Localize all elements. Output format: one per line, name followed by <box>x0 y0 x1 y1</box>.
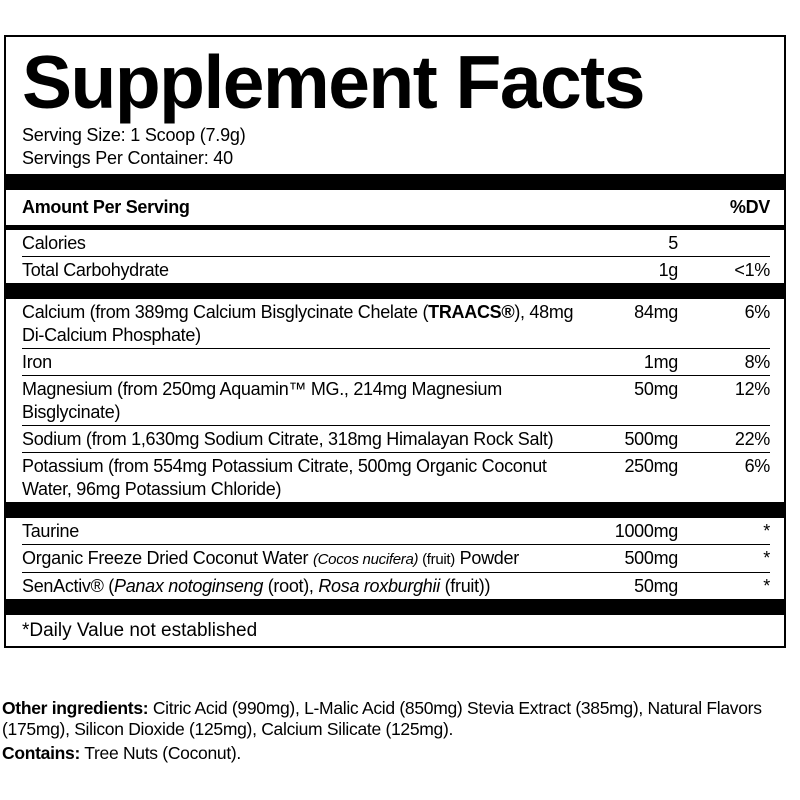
name-part: TRAACS® <box>428 302 515 322</box>
divider-bar <box>6 599 784 615</box>
amount: 50mg <box>634 576 678 596</box>
name-part: Magnesium (from 250mg Aquamin™ MG., 214m… <box>22 379 502 422</box>
name-part: Taurine <box>22 521 79 541</box>
nutrient-name: Total Carbohydrate <box>22 259 588 282</box>
divider-bar <box>6 174 784 190</box>
name-part: (root), <box>263 576 319 596</box>
nutrient-name: Calories <box>22 232 588 255</box>
nutrient-group: Calcium (from 389mg Calcium Bisglycinate… <box>22 299 770 502</box>
daily-value: 8% <box>744 352 771 372</box>
header-row: Amount Per Serving %DV <box>22 190 770 225</box>
nutrient-name: Taurine <box>22 520 588 543</box>
nutrient-row: Total Carbohydrate 1g <1% <box>22 256 770 283</box>
amount: 50mg <box>634 379 678 399</box>
divider-bar <box>6 502 784 518</box>
daily-value: 6% <box>744 456 771 476</box>
amount: 500mg <box>624 548 678 568</box>
nutrient-name: Sodium (from 1,630mg Sodium Citrate, 318… <box>22 428 588 451</box>
nutrient-name: Magnesium (from 250mg Aquamin™ MG., 214m… <box>22 378 588 424</box>
amount: 5 <box>668 233 678 253</box>
name-part: (Cocos nucifera) <box>312 551 419 568</box>
daily-value: 12% <box>734 379 770 399</box>
spacer <box>678 232 770 255</box>
contains-text: Tree Nuts (Coconut). <box>80 743 241 763</box>
amount: 1g <box>658 260 679 280</box>
title: Supplement Facts <box>22 40 645 124</box>
servings-per-container: Servings Per Container: 40 <box>22 148 233 168</box>
panel-inner: Supplement Facts Serving Size: 1 Scoop (… <box>6 40 784 646</box>
name-part: Potassium (from 554mg Potassium Citrate,… <box>22 456 547 499</box>
nutrient-row: Potassium (from 554mg Potassium Citrate,… <box>22 452 770 502</box>
nutrient-row: SenActiv® (Panax notoginseng (root), Ros… <box>22 572 770 599</box>
spacer <box>588 196 678 219</box>
contains-label: Contains: <box>2 743 80 763</box>
nutrient-row: Calories 5 <box>22 230 770 256</box>
name-part: Sodium (from 1,630mg Sodium Citrate, 318… <box>22 429 554 449</box>
name-part: Iron <box>22 352 52 372</box>
divider-bar <box>6 225 784 230</box>
name-part: Calories <box>22 233 86 253</box>
header-dv: %DV <box>729 197 770 217</box>
daily-value: * <box>763 576 770 596</box>
other-ingredients-text: Citric Acid (990mg), L-Malic Acid (850mg… <box>2 698 762 739</box>
daily-value: <1% <box>734 260 770 280</box>
name-part: SenActiv® ( <box>22 576 114 596</box>
other-ingredients-label: Other ingredients: <box>2 698 149 718</box>
name-part: Powder <box>454 548 520 568</box>
daily-value: * <box>763 521 770 541</box>
nutrient-row: Taurine 1000mg * <box>22 518 770 544</box>
nutrient-name: Iron <box>22 351 588 374</box>
name-part: Total Carbohydrate <box>22 260 169 280</box>
supplement-panel: Supplement Facts Serving Size: 1 Scoop (… <box>4 35 786 648</box>
nutrient-group: Calories 5 Total Carbohydrate 1g <1% <box>22 230 770 283</box>
amount: 1mg <box>643 352 678 372</box>
name-part: Calcium (from 389mg Calcium Bisglycinate… <box>22 302 429 322</box>
name-part: Panax notoginseng <box>114 576 264 596</box>
amount: 84mg <box>634 302 678 322</box>
amount: 250mg <box>624 456 678 476</box>
other-ingredients: Other ingredients: Citric Acid (990mg), … <box>2 698 792 740</box>
nutrient-name: Potassium (from 554mg Potassium Citrate,… <box>22 455 588 501</box>
nutrient-name: Calcium (from 389mg Calcium Bisglycinate… <box>22 301 588 347</box>
name-part: Organic Freeze Dried Coconut Water <box>22 548 313 568</box>
nutrient-name: Organic Freeze Dried Coconut Water (Coco… <box>22 547 588 571</box>
nutrient-row: Calcium (from 389mg Calcium Bisglycinate… <box>22 299 770 348</box>
contains: Contains: Tree Nuts (Coconut). <box>2 743 241 764</box>
serving-size: Serving Size: 1 Scoop (7.9g) <box>22 125 246 145</box>
nutrient-group: Taurine 1000mg * Organic Freeze Dried Cocon… <box>22 518 770 599</box>
nutrient-row: Iron 1mg 8% <box>22 348 770 375</box>
nutrient-name: SenActiv® (Panax notoginseng (root), Ros… <box>22 575 588 598</box>
nutrient-row: Organic Freeze Dried Coconut Water (Coco… <box>22 544 770 572</box>
name-part: (fruit)) <box>439 576 491 596</box>
nutrient-row: Magnesium (from 250mg Aquamin™ MG., 214m… <box>22 375 770 425</box>
daily-value: 6% <box>744 302 771 322</box>
daily-value: * <box>763 548 770 568</box>
name-part: ), 48mg Di-Calcium Phosphate) <box>22 302 574 345</box>
name-part: (fruit) <box>418 551 455 568</box>
amount: 1000mg <box>614 521 679 541</box>
name-part: Rosa roxburghii <box>318 576 440 596</box>
footnote: *Daily Value not established <box>22 620 258 641</box>
amount: 500mg <box>624 429 678 449</box>
divider-bar <box>6 283 784 299</box>
daily-value: 22% <box>734 429 770 449</box>
nutrient-groups: Calories 5 Total Carbohydrate 1g <1% Calcium … <box>6 230 784 615</box>
nutrient-row: Sodium (from 1,630mg Sodium Citrate, 318… <box>22 425 770 452</box>
header-amount: Amount Per Serving <box>22 197 190 217</box>
